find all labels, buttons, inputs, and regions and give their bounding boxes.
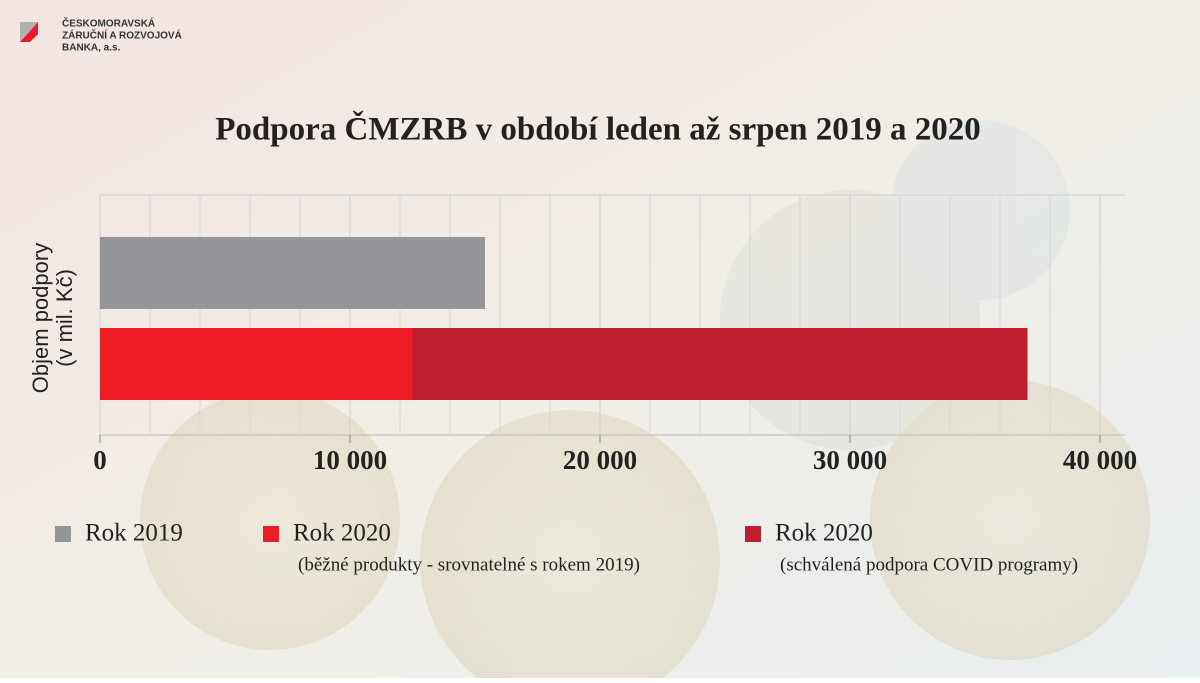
legend-swatch xyxy=(55,526,71,542)
x-tick-label: 20 000 xyxy=(563,445,637,475)
logo-text: ZÁRUČNÍ A ROZVOJOVÁ xyxy=(62,29,182,42)
y-axis-label: (v mil. Kč) xyxy=(52,269,77,367)
legend-description: (schválená podpora COVID programy) xyxy=(780,554,1078,575)
legend-description: (běžné produkty - srovnatelné s rokem 20… xyxy=(298,554,640,575)
bar xyxy=(412,328,1028,400)
chart-title: Podpora ČMZRB v období leden až srpen 20… xyxy=(215,110,980,148)
logo-mark xyxy=(20,22,38,42)
x-tick-label: 30 000 xyxy=(813,445,887,475)
y-axis-label: Objem podpory xyxy=(28,243,53,393)
logo-text: ČESKOMORAVSKÁ xyxy=(62,17,155,30)
bar xyxy=(100,237,485,309)
legend-label: Rok 2019 xyxy=(85,520,183,547)
x-tick-label: 10 000 xyxy=(313,445,387,475)
background-coins xyxy=(140,120,1150,683)
x-tick-label: 0 xyxy=(93,445,107,475)
bar xyxy=(100,328,413,400)
logo-text: BANKA, a.s. xyxy=(62,43,121,54)
legend-swatch xyxy=(745,526,761,542)
x-tick-label: 40 000 xyxy=(1063,445,1137,475)
legend-label: Rok 2020 xyxy=(775,520,873,547)
legend-swatch xyxy=(263,526,279,542)
legend-label: Rok 2020 xyxy=(293,520,391,547)
